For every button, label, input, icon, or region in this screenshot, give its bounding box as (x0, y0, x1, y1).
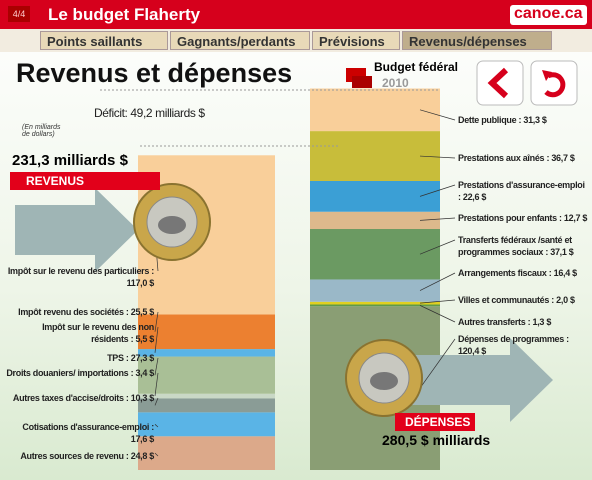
segment-label: Prestations aux aînés : 36,7 $ (458, 153, 575, 163)
leader-line (419, 217, 456, 221)
leader-line (419, 299, 456, 304)
segment-label: Autres sources de revenu : 24,8 $ (20, 451, 154, 461)
budget-year: 2010 (382, 76, 409, 90)
segment (138, 412, 275, 437)
segment-label: Droits douaniers/ importations : 3,4 $ (6, 368, 154, 378)
segment (138, 349, 275, 357)
segment-label: Prestations pour enfants : 12,7 $ (458, 213, 588, 223)
segment-label: Impôt revenu des sociétés : 25,5 $ (18, 307, 154, 317)
arrow (400, 338, 553, 422)
header-bar (0, 0, 592, 29)
revenue-banner: REVENUS (10, 172, 160, 190)
coin (370, 372, 398, 390)
leader-line (419, 272, 456, 291)
revenue-total: 231,3 milliards $ (12, 152, 128, 169)
deficit-label: Déficit: 49,2 milliards $ (94, 106, 205, 120)
leader-line (154, 326, 159, 353)
segment-label: Villes et communautés : 2,0 $ (458, 295, 575, 305)
back-button[interactable] (476, 60, 526, 108)
segment-label: Prestations d'assurance-emploi : 22,6 $ (458, 180, 585, 202)
segment (310, 181, 440, 212)
page-title: Revenus et dépenses (16, 58, 293, 88)
leader-line (154, 372, 159, 397)
segment (310, 229, 440, 280)
segment (310, 304, 440, 307)
segment (310, 211, 440, 230)
leader-line (154, 357, 159, 376)
tab-active[interactable]: Revenus/dépenses (402, 31, 552, 50)
segment-label: TPS : 27,3 $ (107, 353, 154, 363)
expense-banner: DÉPENSES (395, 413, 475, 431)
segment-label: Cotisations d'assurance-emploi : 17,6 $ (22, 422, 154, 444)
budget-icon (346, 68, 372, 88)
leader-line (154, 397, 159, 406)
segment (138, 356, 275, 394)
segment-label: Autres taxes d'accise/droits : 10,3 $ (12, 393, 154, 403)
logo-suffix: .ca (560, 5, 583, 22)
leader-line (419, 184, 456, 197)
coin (158, 216, 186, 234)
expense-total: 280,5 $ milliards (382, 432, 491, 448)
leader-line (419, 109, 456, 121)
segment-label: Impôt sur le revenu des non résidents : … (42, 322, 154, 344)
tab[interactable]: Gagnants/perdants (170, 31, 310, 50)
leader-line (419, 239, 456, 255)
arrow (15, 188, 138, 272)
header-title: Le budget Flaherty (48, 5, 201, 24)
segment (310, 131, 440, 181)
segment-label: Autres transferts : 1,3 $ (458, 317, 552, 327)
segment (310, 88, 440, 132)
segment-label: Impôt sur le revenu des particuliers : 1… (7, 266, 154, 288)
logo-text: canoe (514, 5, 561, 22)
units-note: (En milliards de dollars) (22, 124, 61, 138)
restart-button[interactable] (530, 60, 580, 108)
leader-line (419, 155, 456, 159)
page-number: 4/4 (8, 6, 30, 22)
segment (138, 398, 275, 413)
tab[interactable]: Prévisions (312, 31, 400, 50)
segment (310, 301, 440, 305)
segment (138, 436, 275, 470)
segment-label: Dépenses de programmes : 120,4 $ (458, 334, 569, 356)
segment (138, 314, 275, 350)
leader-line (154, 424, 159, 428)
segment-label: Arrangements fiscaux : 16,4 $ (458, 268, 577, 278)
segment-label: Dette publique : 31,3 $ (458, 115, 547, 125)
leader-line (419, 305, 456, 323)
tab[interactable]: Points saillants (40, 31, 168, 50)
leader-line (419, 338, 456, 389)
segment-label: Transferts fédéraux /santé et programmes… (458, 235, 574, 257)
segment (138, 393, 275, 399)
logo[interactable]: canoe.ca (510, 5, 587, 25)
budget-label: Budget fédéral (374, 60, 459, 74)
segment (310, 279, 440, 302)
leader-line (154, 452, 159, 457)
leader-line (154, 311, 159, 332)
